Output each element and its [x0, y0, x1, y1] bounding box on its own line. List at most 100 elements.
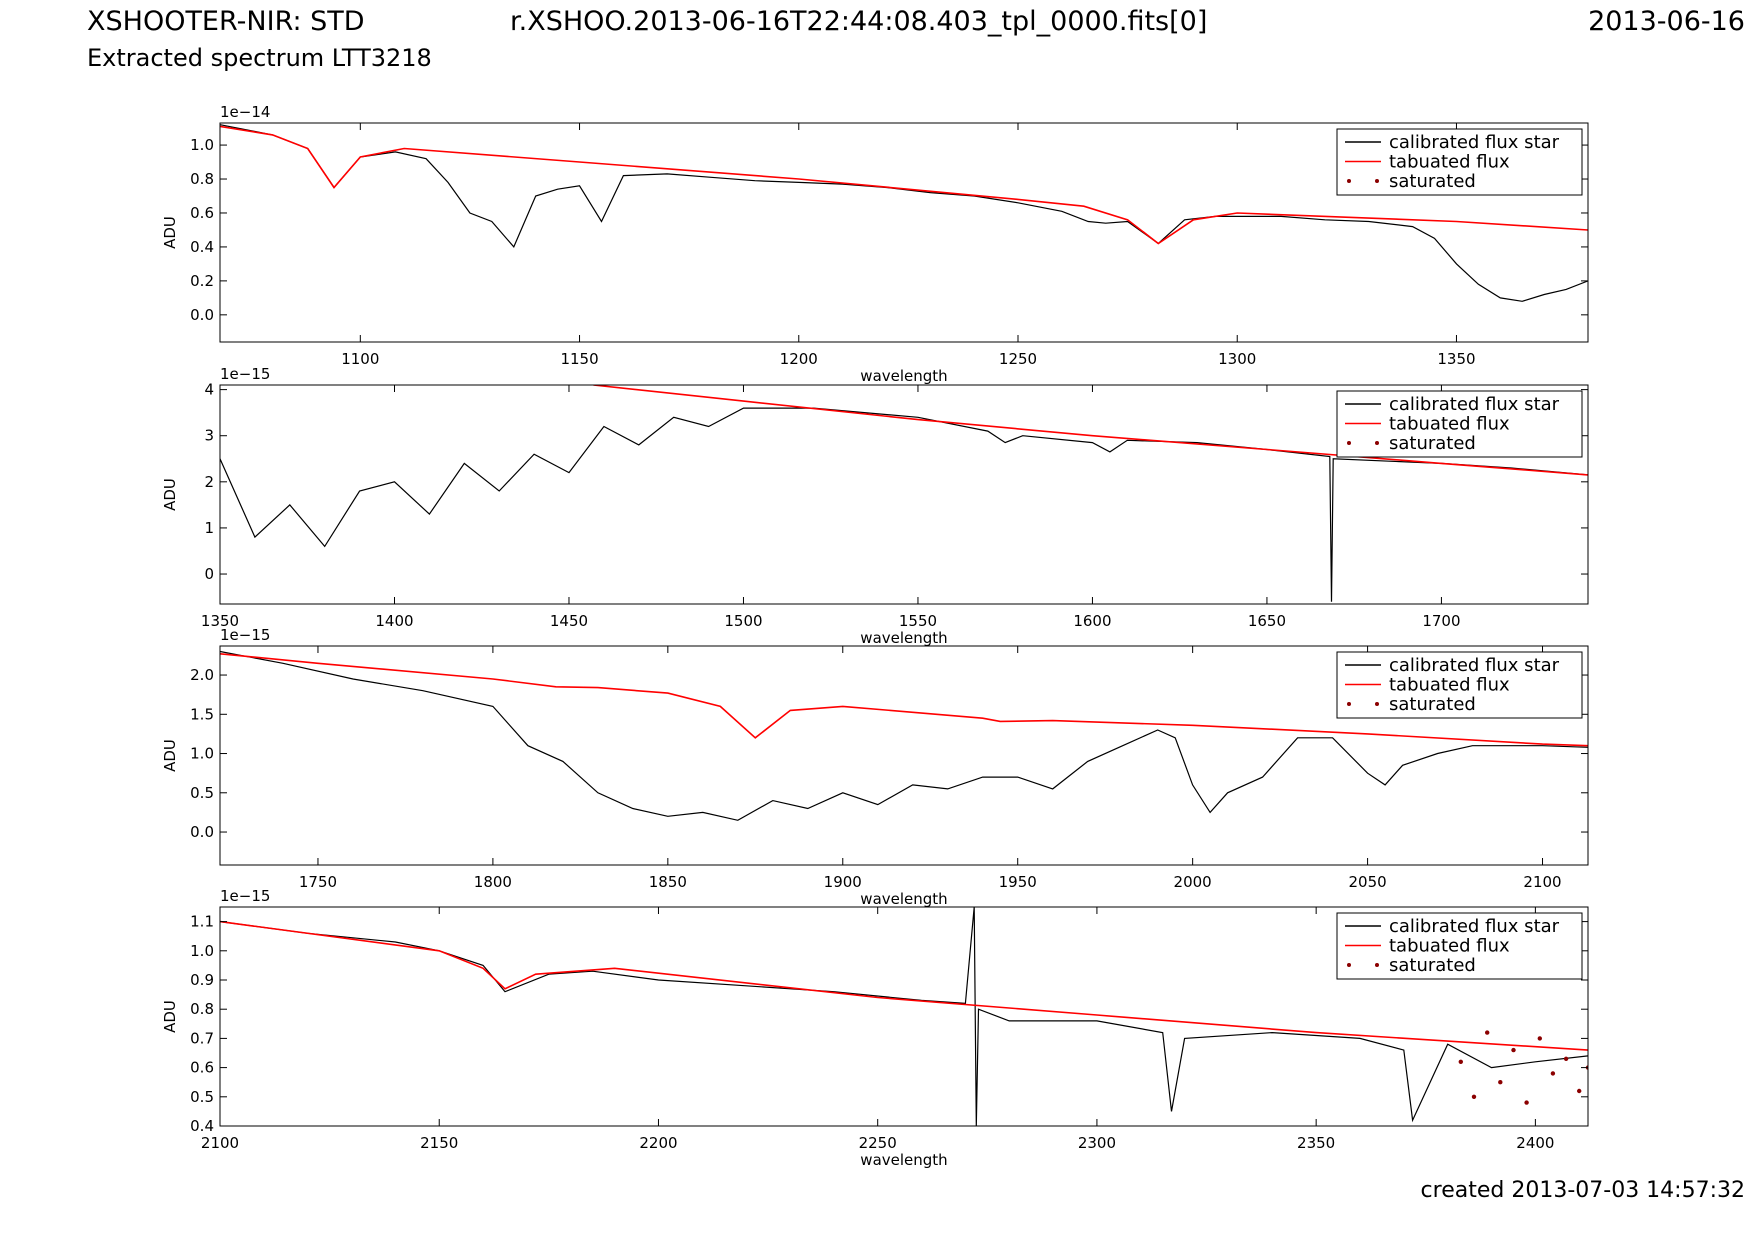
- x-tick-label: 1900: [824, 873, 862, 891]
- legend-entry-label: tabuated flux: [1389, 152, 1510, 173]
- y-tick-label: 0.0: [190, 823, 214, 841]
- x-tick-label: 2300: [1078, 1134, 1116, 1152]
- y-axis-label: ADU: [161, 478, 179, 511]
- plot-frame: [219, 384, 1589, 605]
- legend-entry-label: calibrated flux star: [1389, 655, 1560, 676]
- x-tick-label: 1150: [560, 350, 598, 368]
- y-tick-label: 1.5: [190, 705, 214, 723]
- legend-marker: [1347, 179, 1351, 183]
- legend-entry-label: calibrated flux star: [1389, 132, 1560, 153]
- y-tick-label: 0.5: [190, 784, 214, 802]
- x-tick-label: 2400: [1516, 1134, 1554, 1152]
- legend-entry-label: saturated: [1389, 694, 1476, 715]
- calibrated-flux-line: [220, 650, 1588, 821]
- saturated-point: [1550, 1071, 1556, 1076]
- y-tick-label: 0.6: [190, 204, 214, 222]
- y-tick-label: 2.0: [190, 666, 214, 684]
- x-axis-label: wavelength: [860, 629, 947, 647]
- x-tick-label: 2350: [1297, 1134, 1335, 1152]
- x-axis-label: wavelength: [860, 367, 947, 385]
- x-tick-label: 1750: [299, 873, 337, 891]
- y-tick-label: 0.8: [190, 1000, 214, 1018]
- legend-entry-label: calibrated flux star: [1389, 394, 1560, 415]
- y-tick-label: 0: [204, 565, 214, 583]
- y-tick-label: 0.4: [190, 238, 214, 256]
- tabulated-flux-line: [593, 385, 1588, 476]
- y-tick-label: 0.6: [190, 1059, 214, 1077]
- x-tick-label: 1700: [1422, 612, 1460, 630]
- tabulated-flux-line: [220, 920, 1588, 1051]
- spectrum-panel-4: 2100 2150 2200 2250 2300 2350 2400 0.4 0.5 0.6 0.7…: [161, 887, 1589, 1169]
- legend-marker: [1375, 963, 1379, 967]
- saturated-point: [1537, 1036, 1543, 1041]
- saturated-point: [1458, 1059, 1464, 1065]
- legend-entry-label: calibrated flux star: [1389, 916, 1560, 937]
- x-tick-label: 2150: [420, 1134, 458, 1152]
- x-tick-label: 1350: [201, 612, 239, 630]
- y-axis-label: ADU: [161, 216, 179, 249]
- x-tick-label: 1100: [341, 350, 379, 368]
- x-tick-label: 2100: [201, 1134, 239, 1152]
- header-date: 2013-06-16: [1588, 6, 1745, 37]
- legend-entry-label: saturated: [1389, 955, 1476, 976]
- y-axis-label: ADU: [161, 1000, 179, 1033]
- created-timestamp: created 2013-07-03 14:57:32: [1420, 1178, 1745, 1203]
- spectrum-panel-1: 1100 1150 1200 1250 1300 1350 0.0 0.2 0.4 0.6 0.8 1…: [161, 103, 1589, 385]
- x-tick-label: 2100: [1523, 873, 1561, 891]
- y-tick-label: 1.0: [190, 745, 214, 763]
- saturated-point: [1577, 1088, 1582, 1094]
- y-tick-label: 0.2: [190, 272, 214, 290]
- x-tick-label: 1250: [999, 350, 1037, 368]
- x-tick-label: 1200: [780, 350, 818, 368]
- saturated-point: [1524, 1100, 1529, 1105]
- y-tick-label: 0.9: [190, 971, 214, 989]
- legend-entry-label: saturated: [1389, 433, 1476, 454]
- y-tick-label: 1: [204, 519, 214, 537]
- header-filename: r.XSHOO.2013-06-16T22:44:08.403_tpl_0000…: [510, 6, 1208, 37]
- x-tick-label: 1550: [899, 612, 937, 630]
- y-offset-label: 1e−15: [220, 887, 270, 905]
- calibrated-flux-line: [220, 407, 1588, 602]
- x-tick-label: 2050: [1348, 873, 1386, 891]
- plot-frame: [219, 645, 1589, 866]
- x-tick-label: 1400: [375, 612, 413, 630]
- plot-frame: [219, 122, 1589, 343]
- y-tick-label: 3: [204, 427, 214, 445]
- y-axis-label: ADU: [161, 739, 179, 772]
- saturated-series: [1458, 1030, 1588, 1105]
- x-tick-label: 1500: [724, 612, 762, 630]
- x-tick-label: 2200: [639, 1134, 677, 1152]
- x-tick-label: 1600: [1073, 612, 1111, 630]
- tabulated-flux-line: [220, 653, 1588, 747]
- x-axis-label: wavelength: [860, 1151, 947, 1169]
- y-tick-label: 4: [204, 381, 214, 399]
- saturated-point: [1485, 1030, 1490, 1035]
- legend-entry-label: tabuated flux: [1389, 414, 1510, 435]
- spectrum-panel-2: 1350 1400 1450 1500 1550 1600 1650 1700 0 1 2 3 4 wav…: [161, 365, 1589, 647]
- x-tick-label: 2250: [859, 1134, 897, 1152]
- header-title: XSHOOTER-NIR: STD: [87, 6, 365, 37]
- y-tick-label: 0.4: [190, 1117, 214, 1135]
- y-tick-label: 1.0: [190, 942, 214, 960]
- legend-marker: [1347, 441, 1351, 445]
- x-tick-label: 1650: [1248, 612, 1286, 630]
- y-tick-label: 2: [204, 473, 214, 491]
- y-tick-label: 1.1: [190, 913, 214, 931]
- x-axis-label: wavelength: [860, 890, 947, 908]
- legend-marker: [1375, 441, 1379, 445]
- legend-marker: [1347, 702, 1351, 706]
- x-tick-label: 1300: [1218, 350, 1256, 368]
- y-tick-label: 0.8: [190, 170, 214, 188]
- saturated-point: [1498, 1080, 1503, 1085]
- legend-marker: [1375, 179, 1379, 183]
- legend-entry-label: tabuated flux: [1389, 936, 1510, 957]
- saturated-point: [1471, 1094, 1477, 1100]
- header-subtitle: Extracted spectrum LTT3218: [87, 44, 432, 72]
- x-tick-label: 1850: [649, 873, 687, 891]
- tabulated-flux-line: [220, 125, 1588, 245]
- y-tick-label: 0.0: [190, 306, 214, 324]
- x-tick-label: 1450: [550, 612, 588, 630]
